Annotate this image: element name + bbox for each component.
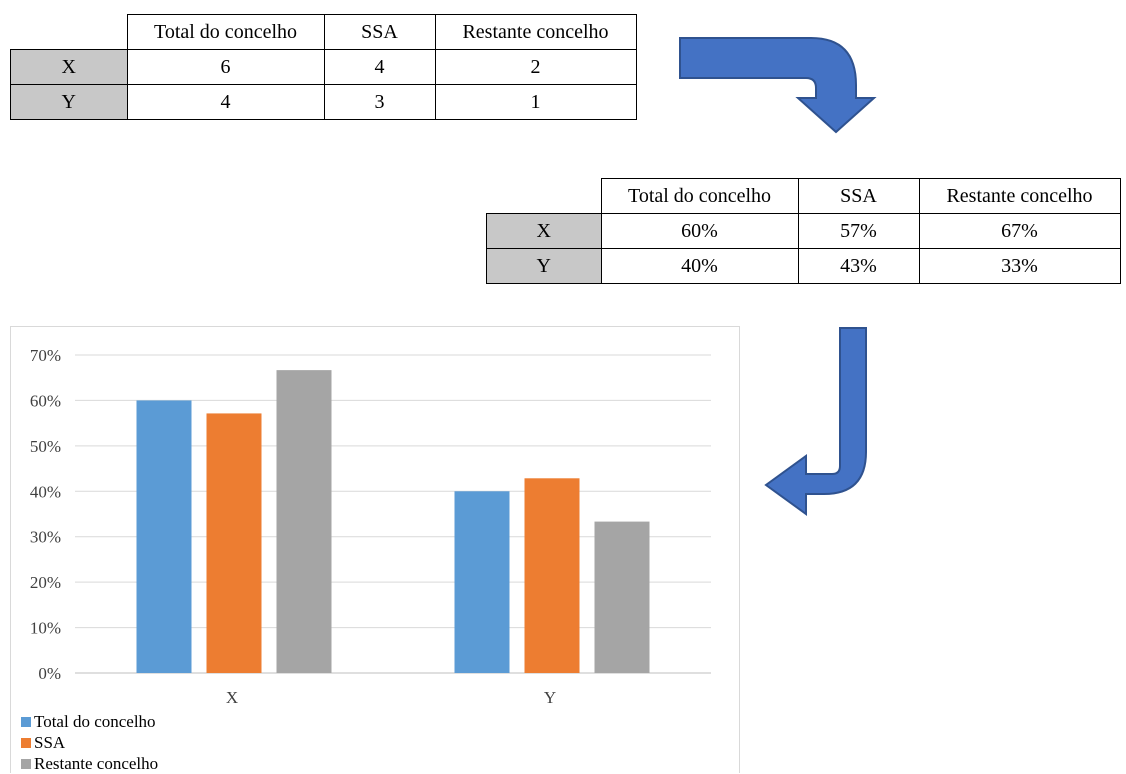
bar xyxy=(594,521,650,673)
column-header: Restante concelho xyxy=(918,178,1121,214)
table-cell: 4 xyxy=(323,49,436,85)
y-tick-label: 50% xyxy=(30,437,61,456)
y-tick-label: 70% xyxy=(30,346,61,365)
table-cell: 1 xyxy=(434,84,637,120)
legend-entry: SSA xyxy=(21,732,158,753)
column-header: Total do concelho xyxy=(126,14,325,50)
legend-swatch xyxy=(21,737,31,748)
y-tick-label: 30% xyxy=(30,528,61,547)
arrow-down-left-icon xyxy=(764,327,867,516)
legend-entry: Total do concelho xyxy=(21,711,158,732)
row-header: Y xyxy=(486,248,602,284)
legend-swatch xyxy=(21,716,31,727)
y-tick-label: 60% xyxy=(30,391,61,410)
table-cell: 33% xyxy=(918,248,1121,284)
arrow-down-right-icon xyxy=(679,37,877,134)
bar xyxy=(206,413,262,673)
legend-label: Total do concelho xyxy=(34,712,156,731)
row-header: Y xyxy=(10,84,128,120)
table-cell: 60% xyxy=(600,213,799,249)
row-header: X xyxy=(10,49,128,85)
legend-label: Restante concelho xyxy=(34,754,159,773)
legend-label: SSA xyxy=(34,733,66,752)
column-header: Restante concelho xyxy=(434,14,637,50)
chart-legend: Total do concelho SSA Restante concelho xyxy=(21,711,158,774)
table-cell: 57% xyxy=(797,213,920,249)
y-tick-label: 0% xyxy=(38,664,61,683)
bar xyxy=(454,491,510,673)
column-header: SSA xyxy=(797,178,920,214)
row-header: X xyxy=(486,213,602,249)
column-header: Total do concelho xyxy=(600,178,799,214)
percent-table: Total do concelho SSA Restante concelho … xyxy=(486,178,1121,284)
corner-cell xyxy=(10,14,128,50)
table-cell: 67% xyxy=(918,213,1121,249)
corner-cell xyxy=(486,178,602,214)
bar-chart: 0% 10% 20% 30% 40% 50% 60% 70% X Y xyxy=(30,346,711,707)
y-tick-label: 40% xyxy=(30,482,61,501)
table-row: Y 4 3 1 xyxy=(10,84,637,120)
table-row: X 60% 57% 67% xyxy=(486,213,1121,249)
table-cell: 2 xyxy=(434,49,637,85)
column-header: SSA xyxy=(323,14,436,50)
legend-swatch xyxy=(21,758,31,769)
table-cell: 43% xyxy=(797,248,920,284)
table-header-row: Total do concelho SSA Restante concelho xyxy=(486,178,1121,214)
table-cell: 3 xyxy=(323,84,436,120)
table-row: X 6 4 2 xyxy=(10,49,637,85)
legend-entry: Restante concelho xyxy=(21,753,158,774)
table-cell: 6 xyxy=(126,49,325,85)
y-tick-label: 20% xyxy=(30,573,61,592)
table-header-row: Total do concelho SSA Restante concelho xyxy=(10,14,637,50)
x-tick-label: Y xyxy=(544,688,556,707)
table-cell: 4 xyxy=(126,84,325,120)
table-cell: 40% xyxy=(600,248,799,284)
x-tick-label: X xyxy=(226,688,238,707)
chart-area: 0% 10% 20% 30% 40% 50% 60% 70% X Y Total do conce… xyxy=(10,326,740,773)
y-tick-label: 10% xyxy=(30,619,61,638)
bar xyxy=(276,370,332,673)
table-row: Y 40% 43% 33% xyxy=(486,248,1121,284)
bar xyxy=(136,400,192,673)
bar xyxy=(524,478,580,673)
counts-table: Total do concelho SSA Restante concelho … xyxy=(10,14,637,120)
